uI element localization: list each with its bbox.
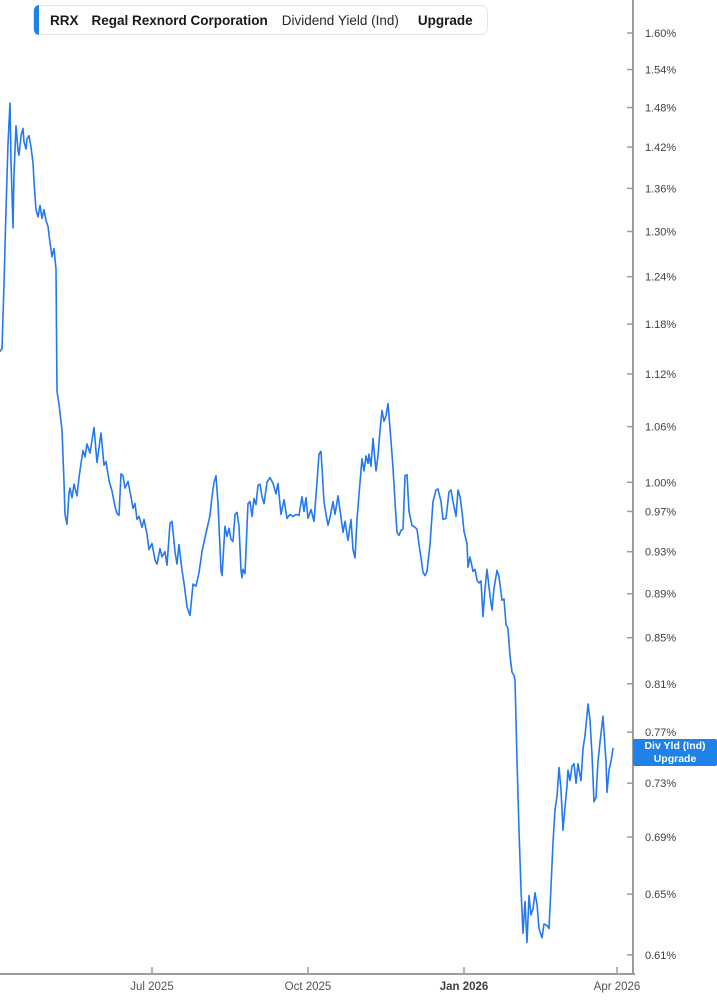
y-axis-tick-label: 0.97% (645, 506, 676, 518)
y-axis-tick-label: 0.77% (645, 727, 676, 739)
y-axis-tick-label: 1.42% (645, 142, 676, 154)
series-badge[interactable]: Div Yld (Ind) Upgrade (633, 739, 717, 766)
company-name[interactable]: Regal Rexnord Corporation (91, 12, 268, 28)
x-axis-tick-label: Apr 2026 (594, 981, 641, 993)
y-axis-tick-label: 1.60% (645, 28, 676, 40)
metric-label: Dividend Yield (Ind) (281, 12, 399, 28)
y-axis-tick-label: 1.06% (645, 422, 676, 434)
y-axis-tick-label: 1.36% (645, 183, 676, 195)
y-axis-tick-label: 0.69% (645, 832, 676, 844)
y-axis-tick-label: 1.54% (645, 65, 676, 77)
y-axis-tick-label: 0.81% (645, 679, 676, 691)
y-axis-tick-label: 0.65% (645, 889, 676, 901)
ticker-symbol[interactable]: RRX (50, 12, 79, 28)
dividend-yield-line (0, 102, 614, 944)
y-axis-tick-label: 1.48% (645, 103, 676, 115)
y-axis-tick-label: 1.12% (645, 369, 676, 381)
y-axis-tick-label: 1.24% (645, 272, 676, 284)
y-axis-tick-label: 0.89% (645, 589, 676, 601)
y-axis-tick-label: 0.73% (645, 778, 676, 790)
y-axis-tick-label: 0.93% (645, 547, 676, 559)
y-axis-tick-label: 1.18% (645, 319, 676, 331)
x-axis-tick-label: Jan 2026 (440, 981, 489, 993)
accent-bar (34, 5, 39, 35)
x-axis-tick-label: Oct 2025 (285, 981, 332, 993)
series-badge-metric: Div Yld (Ind) (644, 739, 706, 752)
y-axis-tick-label: 0.61% (645, 950, 676, 962)
y-axis-tick-label: 0.85% (645, 633, 676, 645)
y-axis-tick-label: 1.30% (645, 227, 676, 239)
upgrade-link[interactable]: Upgrade (417, 12, 473, 28)
series-badge-upgrade[interactable]: Upgrade (653, 752, 697, 765)
chart-header-pill: RRX Regal Rexnord Corporation Dividend Y… (33, 5, 488, 35)
y-axis-tick-label: 1.00% (645, 477, 676, 489)
x-axis-tick-label: Jul 2025 (130, 981, 173, 993)
